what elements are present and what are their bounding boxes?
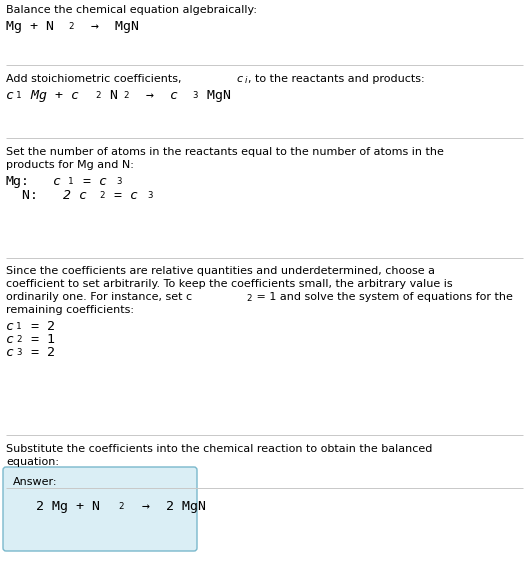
- Text: →  2 MgN: → 2 MgN: [125, 500, 205, 513]
- Text: = c: = c: [75, 175, 107, 188]
- Text: c: c: [6, 346, 14, 359]
- Text: Balance the chemical equation algebraically:: Balance the chemical equation algebraica…: [6, 5, 257, 15]
- Text: = c: = c: [106, 189, 138, 202]
- Text: 2: 2: [246, 294, 252, 303]
- Text: Mg + N: Mg + N: [6, 20, 54, 33]
- Text: Add stoichiometric coefficients,: Add stoichiometric coefficients,: [6, 74, 185, 84]
- Text: N: N: [103, 89, 118, 102]
- Text: 2: 2: [16, 335, 22, 344]
- Text: 1: 1: [68, 177, 74, 186]
- Text: c: c: [6, 89, 14, 102]
- Text: , to the reactants and products:: , to the reactants and products:: [248, 74, 425, 84]
- Text: equation:: equation:: [6, 457, 59, 467]
- Text: 3: 3: [147, 191, 152, 200]
- Text: 2 c: 2 c: [47, 189, 87, 202]
- Text: 2: 2: [123, 91, 129, 100]
- Text: 2: 2: [99, 191, 104, 200]
- Text: Mg + c: Mg + c: [23, 89, 79, 102]
- Text: = 1: = 1: [23, 333, 55, 346]
- Text: 2: 2: [68, 22, 74, 31]
- Text: N:: N:: [6, 189, 38, 202]
- Text: Set the number of atoms in the reactants equal to the number of atoms in the: Set the number of atoms in the reactants…: [6, 147, 444, 157]
- Text: = 2: = 2: [23, 346, 55, 359]
- Text: →  MgN: → MgN: [75, 20, 139, 33]
- Text: →  c: → c: [130, 89, 178, 102]
- Text: Substitute the coefficients into the chemical reaction to obtain the balanced: Substitute the coefficients into the che…: [6, 444, 432, 454]
- Text: 3: 3: [16, 348, 22, 357]
- Text: c: c: [6, 333, 14, 346]
- Text: Answer:: Answer:: [13, 477, 58, 487]
- Text: c: c: [6, 320, 14, 333]
- Text: 2: 2: [96, 91, 101, 100]
- Text: = 2: = 2: [23, 320, 55, 333]
- Text: c: c: [237, 74, 243, 84]
- Text: coefficient to set arbitrarily. To keep the coefficients small, the arbitrary va: coefficient to set arbitrarily. To keep …: [6, 279, 453, 289]
- Text: remaining coefficients:: remaining coefficients:: [6, 305, 134, 315]
- Text: Mg:: Mg:: [6, 175, 30, 188]
- Text: 1: 1: [16, 322, 22, 331]
- Text: 2: 2: [118, 502, 124, 511]
- Text: 1: 1: [16, 91, 22, 100]
- Text: Since the coefficients are relative quantities and underdetermined, choose a: Since the coefficients are relative quan…: [6, 266, 435, 276]
- Text: = 1 and solve the system of equations for the: = 1 and solve the system of equations fo…: [253, 292, 513, 302]
- Text: products for Mg and N:: products for Mg and N:: [6, 160, 134, 170]
- Text: 3: 3: [192, 91, 197, 100]
- Text: MgN: MgN: [199, 89, 231, 102]
- Text: c: c: [37, 175, 61, 188]
- Text: ordinarily one. For instance, set c: ordinarily one. For instance, set c: [6, 292, 192, 302]
- FancyBboxPatch shape: [3, 467, 197, 551]
- Text: i: i: [245, 76, 247, 84]
- Text: 2 Mg + N: 2 Mg + N: [36, 500, 100, 513]
- Text: 3: 3: [116, 177, 122, 186]
